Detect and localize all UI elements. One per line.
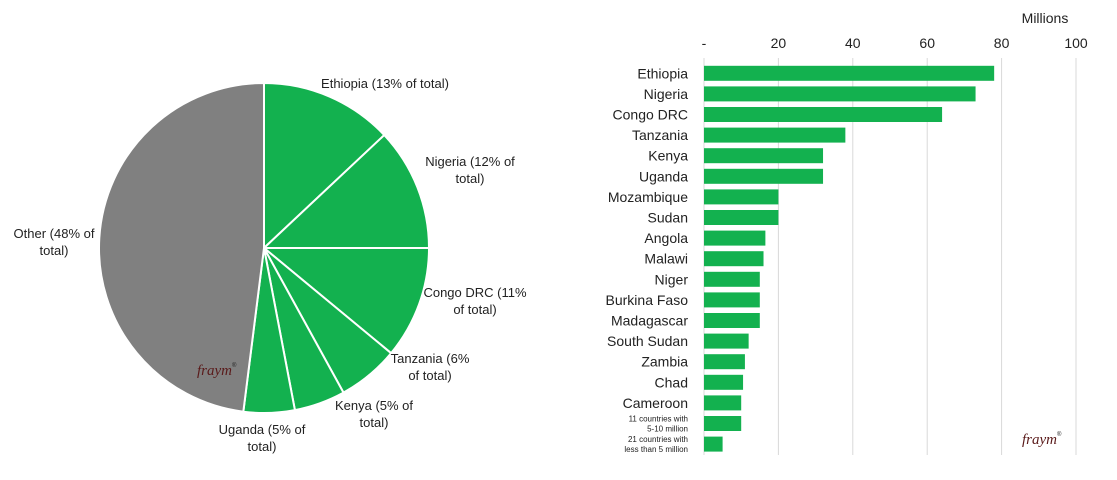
- bar-category-label: Niger: [655, 271, 689, 287]
- bar-category-label: Mozambique: [608, 189, 688, 205]
- bar-madagascar: [704, 313, 760, 328]
- bar-mozambique: [704, 189, 779, 205]
- pie-logo-mark: ®: [232, 362, 237, 369]
- bar-tick-label: 100: [1064, 35, 1088, 51]
- bar-ethiopia: [704, 65, 995, 81]
- bar-uganda: [704, 168, 824, 184]
- bar-category-label: 21 countries with less than 5 million: [624, 435, 688, 454]
- pie-slice-nigeria: [261, 133, 431, 249]
- bar-category-label: Angola: [644, 230, 688, 246]
- bar-category-label: Zambia: [641, 354, 688, 370]
- bar-category-label: Madagascar: [611, 313, 688, 329]
- pie-slice-ethiopia: [263, 81, 386, 251]
- bar-cameroon: [704, 395, 742, 411]
- bar-category-label: Tanzania: [632, 127, 688, 143]
- pie-label-nigeria: Nigeria (12% of total): [425, 154, 515, 186]
- pie-chart: Ethiopia (13% of total) Nigeria (12% of to…: [14, 76, 527, 454]
- bar-axis-title: Millions: [1022, 10, 1069, 26]
- bar-tick-label: -: [702, 35, 707, 51]
- bar-category-label: Cameroon: [623, 395, 688, 411]
- bar-south-sudan: [704, 333, 749, 349]
- pie-slice-congo-drc: [261, 247, 431, 355]
- bar-category-label: Congo DRC: [613, 107, 688, 123]
- bar-tick-label: 80: [994, 35, 1010, 51]
- bar-11-countries-with-5-10-million: [704, 416, 742, 431]
- bar-category-label: South Sudan: [607, 333, 688, 349]
- pie-slice-other: [98, 81, 265, 413]
- bar-sudan: [704, 210, 779, 225]
- bar-angola: [704, 230, 766, 246]
- bar-category-label: Chad: [655, 374, 688, 390]
- bar-malawi: [704, 251, 764, 267]
- bar-tick-label: 60: [919, 35, 935, 51]
- bar-21-countries-with-less-than-5-million: [704, 436, 723, 452]
- bar-tanzania: [704, 127, 846, 143]
- bar-burkina-faso: [704, 292, 760, 308]
- pie-label-tanzania: Tanzania (6% of total): [391, 351, 470, 383]
- pie-logo: fraym: [197, 363, 232, 379]
- bar-category-label: Burkina Faso: [606, 292, 689, 308]
- bar-category-label: Kenya: [648, 148, 688, 164]
- bar-chad: [704, 374, 744, 390]
- bar-niger: [704, 271, 760, 287]
- bar-category-label: 11 countries with 5-10 million: [629, 415, 688, 434]
- bar-tick-label: 20: [771, 35, 787, 51]
- bar-category-label: Nigeria: [644, 86, 689, 102]
- pie-label-kenya: Kenya (5% of total): [335, 398, 413, 430]
- bar-category-label: Ethiopia: [637, 65, 688, 81]
- pie-label-congo-drc: Congo DRC (11% of total): [423, 285, 527, 317]
- pie-label-other: Other (48% of total): [14, 226, 95, 258]
- pie-label-ethiopia: Ethiopia (13% of total): [321, 76, 449, 91]
- bar-category-label: Sudan: [648, 210, 688, 226]
- bar-category-label: Malawi: [644, 251, 688, 267]
- bar-logo: fraym: [1022, 432, 1057, 448]
- bar-congo-drc: [704, 107, 943, 122]
- bar-zambia: [704, 354, 745, 370]
- pie-label-uganda: Uganda (5% of total): [219, 422, 306, 454]
- bar-kenya: [704, 148, 824, 164]
- bar-tick-label: 40: [845, 35, 861, 51]
- bar-category-label: Uganda: [639, 168, 688, 184]
- bar-logo-mark: ®: [1057, 431, 1062, 438]
- bar-nigeria: [704, 86, 976, 102]
